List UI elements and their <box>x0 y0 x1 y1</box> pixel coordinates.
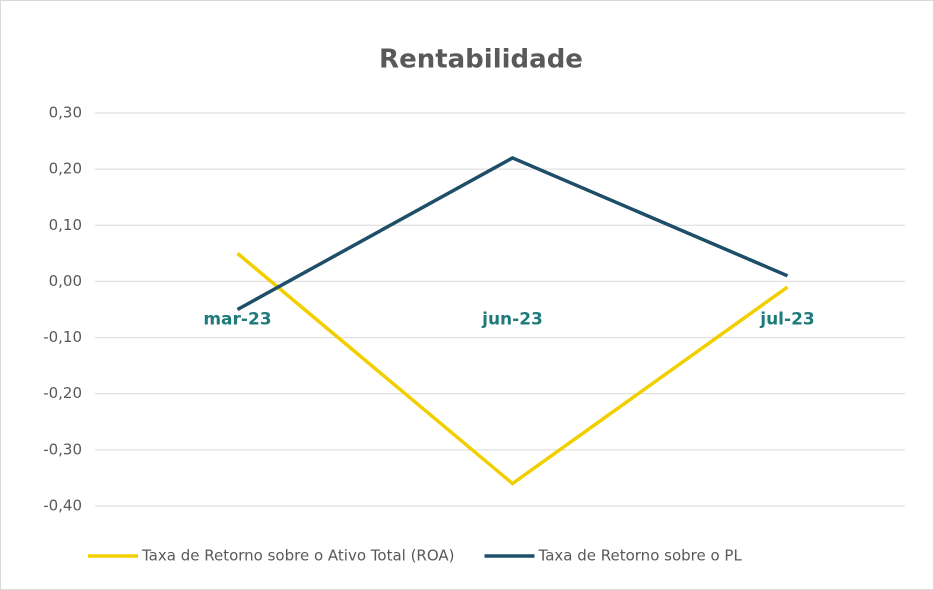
y-tick-label: -0,30 <box>43 440 82 458</box>
x-tick-label: jul-23 <box>759 309 814 329</box>
y-tick-label: 0,30 <box>49 104 82 122</box>
y-tick-label: 0,00 <box>49 272 82 290</box>
y-tick-label: -0,10 <box>43 328 82 346</box>
x-tick-label: mar-23 <box>203 309 271 329</box>
legend-label: Taxa de Retorno sobre o Ativo Total (ROA… <box>141 547 455 565</box>
y-tick-label: -0,20 <box>43 384 82 402</box>
chart-title: Rentabilidade <box>379 45 583 75</box>
series-line <box>236 155 789 312</box>
y-tick-label: 0,10 <box>49 216 82 234</box>
x-tick-label: jun-23 <box>481 309 543 329</box>
legend-label: Taxa de Retorno sobre o PL <box>538 547 743 565</box>
y-tick-label: 0,20 <box>49 160 82 178</box>
series-line <box>236 252 789 486</box>
y-tick-label: -0,40 <box>43 497 82 515</box>
